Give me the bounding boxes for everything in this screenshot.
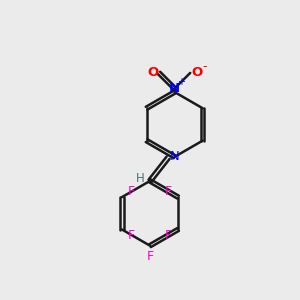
Text: O: O (147, 66, 158, 80)
Text: F: F (128, 185, 135, 198)
Text: F: F (165, 185, 172, 198)
Text: F: F (146, 250, 154, 263)
Text: +: + (177, 77, 185, 87)
Text: N: N (169, 82, 180, 95)
Text: F: F (165, 229, 172, 242)
Text: O: O (191, 66, 202, 80)
Text: F: F (128, 229, 135, 242)
Text: H: H (136, 172, 145, 185)
Text: -: - (203, 60, 207, 73)
Text: N: N (170, 150, 179, 163)
